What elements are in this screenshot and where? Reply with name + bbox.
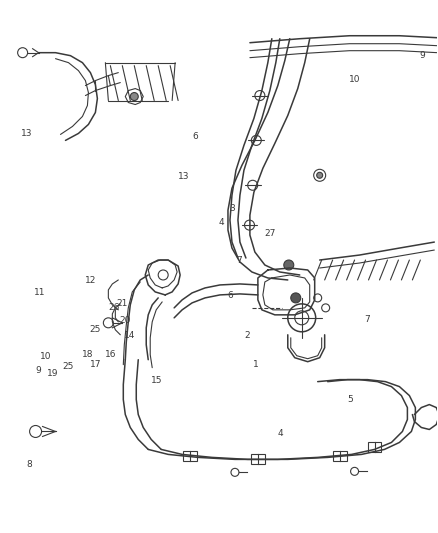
Text: 1: 1 [253,360,259,369]
Text: 9: 9 [419,51,425,60]
Text: 13: 13 [21,129,33,138]
Text: 25: 25 [63,362,74,371]
Text: 25: 25 [89,325,100,334]
Text: 4: 4 [219,219,224,228]
Text: 7: 7 [236,256,241,264]
Circle shape [317,172,323,178]
Text: 14: 14 [124,331,135,340]
Text: 18: 18 [82,350,94,359]
Text: 26: 26 [109,303,120,312]
Text: 6: 6 [192,132,198,141]
Text: 17: 17 [90,360,102,369]
Text: 21: 21 [117,299,128,308]
Text: 12: 12 [85,276,96,285]
Text: 5: 5 [347,395,353,404]
Text: 27: 27 [265,229,276,238]
Text: 7: 7 [364,315,370,324]
Text: 15: 15 [151,376,163,385]
Bar [367,442,381,453]
Text: 19: 19 [46,369,58,378]
Text: 4: 4 [277,430,283,438]
Circle shape [130,93,138,101]
Circle shape [284,260,294,270]
Text: 6: 6 [227,291,233,300]
Bar [332,451,346,462]
Bar [183,451,197,462]
Text: 10: 10 [349,75,360,84]
Text: 13: 13 [178,172,190,181]
Text: 11: 11 [34,287,46,296]
Text: 8: 8 [26,460,32,469]
Text: 9: 9 [36,366,42,375]
Text: 20: 20 [120,316,131,325]
Circle shape [291,293,301,303]
Text: 16: 16 [105,350,117,359]
Text: 2: 2 [244,331,250,340]
Text: 10: 10 [39,352,51,361]
Text: 3: 3 [229,204,235,213]
Bar [251,455,265,464]
